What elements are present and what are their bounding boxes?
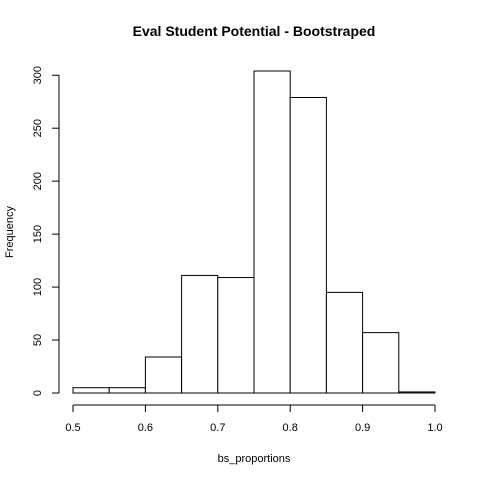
x-axis-label: bs_proportions bbox=[218, 453, 291, 465]
x-tick-label-5: 1.0 bbox=[427, 422, 442, 434]
histogram-bar-0 bbox=[72, 387, 110, 394]
x-tick-label-1: 0.6 bbox=[138, 422, 153, 434]
bars-group bbox=[72, 70, 436, 394]
y-axis-label: Frequency bbox=[4, 206, 16, 258]
y-tick-label-0: 0 bbox=[32, 390, 44, 396]
histogram-bar-2 bbox=[144, 356, 183, 394]
histogram-bar-7 bbox=[325, 291, 364, 394]
y-tick-label-4: 200 bbox=[32, 172, 44, 190]
histogram-bar-8 bbox=[362, 332, 400, 394]
chart-title: Eval Student Potential - Bootstraped bbox=[133, 23, 376, 39]
histogram-bar-1 bbox=[108, 387, 146, 394]
y-tick-label-1: 50 bbox=[32, 334, 44, 346]
y-tick-label-6: 300 bbox=[32, 66, 44, 84]
x-tick-label-2: 0.7 bbox=[210, 422, 225, 434]
y-tick-label-5: 250 bbox=[32, 119, 44, 137]
y-tick-label-2: 100 bbox=[32, 278, 44, 296]
histogram-bar-3 bbox=[181, 274, 219, 394]
histogram-bar-9 bbox=[398, 391, 436, 394]
x-axis: 0.5 0.6 0.7 0.8 0.9 1.0 bbox=[65, 404, 443, 434]
histogram-bar-6 bbox=[289, 96, 327, 394]
y-axis: 0 50 100 150 200 250 300 bbox=[32, 66, 60, 396]
x-tick-label-3: 0.8 bbox=[283, 422, 298, 434]
y-tick-label-3: 150 bbox=[32, 225, 44, 243]
histogram-bar-4 bbox=[217, 277, 255, 394]
x-tick-label-4: 0.9 bbox=[355, 422, 370, 434]
histogram-bar-5 bbox=[253, 70, 291, 394]
x-tick-label-0: 0.5 bbox=[65, 422, 80, 434]
